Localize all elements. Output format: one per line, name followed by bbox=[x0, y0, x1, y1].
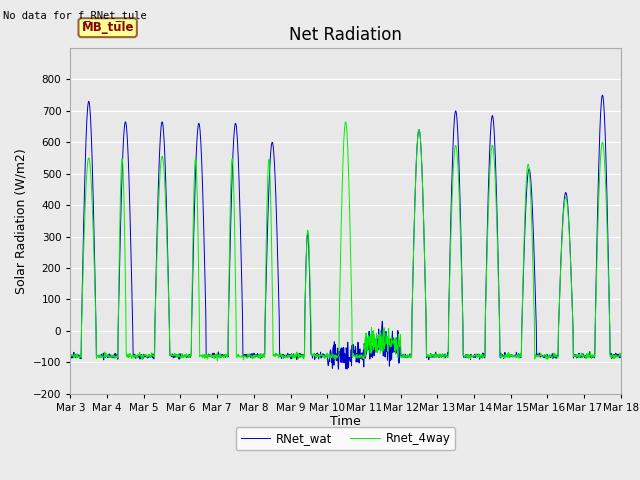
Legend: RNet_wat, Rnet_4way: RNet_wat, Rnet_4way bbox=[236, 428, 455, 450]
Rnet_4way bbox=[432, 352, 440, 358]
RNet_wat bbox=[67, 352, 74, 358]
Text: No data for f_RNet_tule: No data for f_RNet_tule bbox=[3, 10, 147, 21]
Rnet_4way bbox=[552, 353, 560, 359]
Rnet_4way bbox=[504, 351, 511, 357]
RNet_wat bbox=[617, 353, 625, 359]
Rnet_4way bbox=[175, 352, 183, 358]
RNet_wat bbox=[335, 366, 342, 372]
Text: MB_tule: MB_tule bbox=[81, 21, 134, 34]
Rnet_4way bbox=[617, 354, 625, 360]
RNet_wat bbox=[189, 271, 196, 276]
Rnet_4way bbox=[342, 119, 349, 125]
X-axis label: Time: Time bbox=[330, 415, 361, 429]
Line: RNet_wat: RNet_wat bbox=[70, 95, 621, 369]
Line: Rnet_4way: Rnet_4way bbox=[70, 122, 621, 360]
Rnet_4way bbox=[189, 244, 196, 250]
RNet_wat bbox=[598, 92, 606, 98]
RNet_wat bbox=[431, 354, 439, 360]
Rnet_4way bbox=[251, 355, 259, 361]
RNet_wat bbox=[250, 351, 258, 357]
Title: Net Radiation: Net Radiation bbox=[289, 25, 402, 44]
Rnet_4way bbox=[67, 354, 74, 360]
Rnet_4way bbox=[213, 358, 221, 363]
Y-axis label: Solar Radiation (W/m2): Solar Radiation (W/m2) bbox=[15, 148, 28, 294]
RNet_wat bbox=[175, 352, 183, 358]
RNet_wat bbox=[552, 354, 559, 360]
RNet_wat bbox=[504, 353, 511, 359]
